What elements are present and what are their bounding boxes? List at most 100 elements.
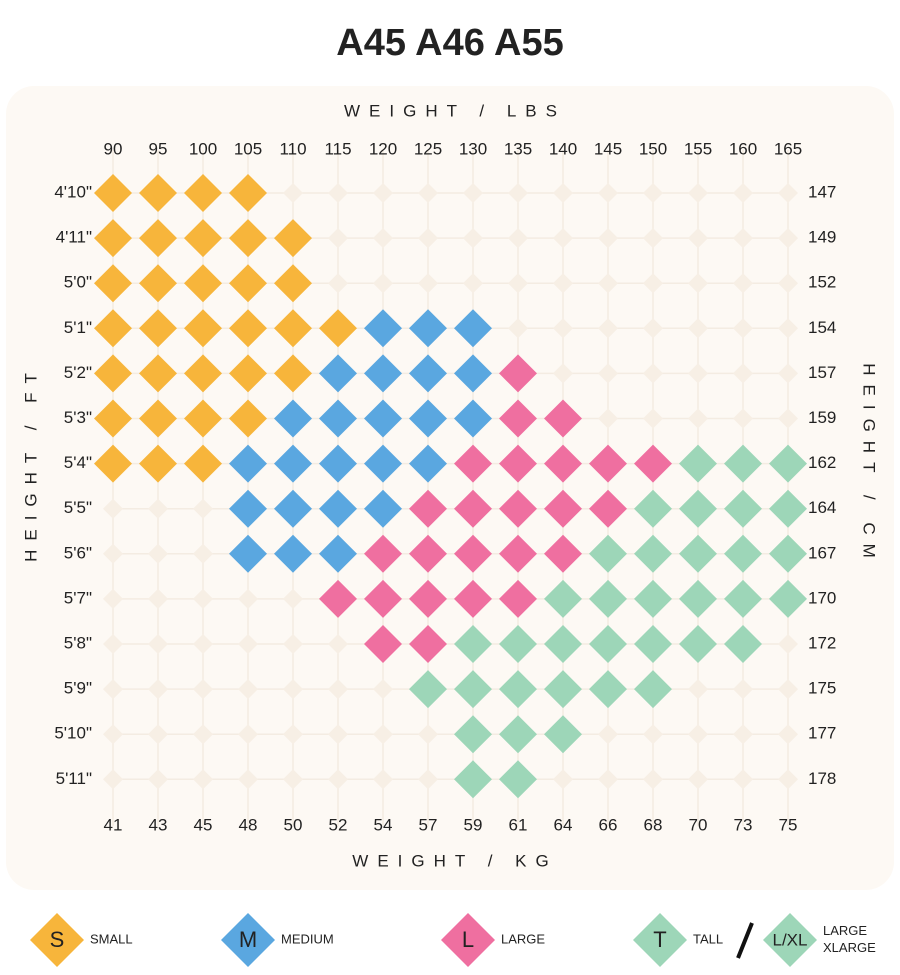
empty-cell bbox=[598, 769, 618, 790]
size-cell bbox=[499, 489, 537, 528]
kg-label: 68 bbox=[644, 815, 663, 834]
ft-label: 5'2" bbox=[64, 363, 92, 382]
lbs-label: 165 bbox=[774, 139, 802, 158]
legend-swatch bbox=[441, 913, 495, 967]
empty-cell bbox=[778, 183, 798, 203]
empty-cell bbox=[463, 228, 483, 249]
kg-label: 64 bbox=[554, 815, 573, 834]
empty-cell bbox=[148, 724, 168, 745]
size-cell bbox=[364, 625, 402, 663]
size-cell bbox=[94, 174, 132, 212]
size-cell bbox=[724, 489, 762, 528]
empty-cell bbox=[643, 318, 663, 339]
empty-cell bbox=[643, 724, 663, 745]
empty-cell bbox=[418, 769, 438, 790]
bottom-axis-label: WEIGHT / KG bbox=[352, 851, 557, 870]
kg-label: 66 bbox=[599, 815, 618, 834]
lbs-label: 135 bbox=[504, 139, 532, 158]
kg-label: 45 bbox=[194, 815, 213, 834]
size-cell bbox=[229, 399, 267, 438]
size-cell bbox=[364, 444, 402, 483]
empty-cell bbox=[688, 408, 708, 429]
empty-cell bbox=[193, 634, 213, 654]
size-cell bbox=[454, 399, 492, 438]
empty-cell bbox=[373, 228, 393, 249]
empty-cell bbox=[778, 679, 798, 700]
size-cell bbox=[94, 444, 132, 483]
legend-label: LARGE bbox=[823, 923, 867, 938]
empty-cell bbox=[643, 183, 663, 203]
legend-swatch bbox=[30, 913, 84, 967]
size-cell bbox=[139, 264, 177, 303]
empty-cell bbox=[733, 273, 753, 294]
size-cell bbox=[544, 670, 582, 709]
empty-cell bbox=[148, 588, 168, 609]
cm-label: 178 bbox=[808, 769, 836, 788]
size-cell bbox=[364, 309, 402, 348]
lbs-label: 140 bbox=[549, 139, 577, 158]
size-cell bbox=[454, 444, 492, 483]
size-cell bbox=[499, 579, 537, 618]
size-cell bbox=[139, 354, 177, 393]
kg-label: 41 bbox=[104, 815, 123, 834]
empty-cell bbox=[688, 363, 708, 384]
empty-cell bbox=[148, 769, 168, 790]
empty-cell bbox=[688, 273, 708, 294]
empty-cell bbox=[283, 634, 303, 654]
lbs-label: 105 bbox=[234, 139, 262, 158]
size-cell bbox=[274, 444, 312, 483]
size-cell bbox=[454, 309, 492, 348]
size-cell bbox=[184, 219, 222, 258]
size-cell bbox=[724, 579, 762, 618]
cm-label: 159 bbox=[808, 408, 836, 427]
size-cell bbox=[229, 354, 267, 393]
empty-cell bbox=[733, 769, 753, 790]
empty-cell bbox=[148, 543, 168, 564]
size-cell bbox=[454, 670, 492, 709]
size-cell bbox=[589, 670, 627, 709]
size-cell bbox=[499, 399, 537, 438]
size-cell bbox=[409, 354, 447, 393]
size-cell bbox=[364, 354, 402, 393]
size-cell bbox=[409, 444, 447, 483]
size-cell bbox=[139, 444, 177, 483]
lbs-label: 160 bbox=[729, 139, 757, 158]
legend-label: LARGE bbox=[501, 931, 545, 946]
size-cell bbox=[94, 219, 132, 258]
empty-cell bbox=[283, 724, 303, 745]
kg-label: 52 bbox=[329, 815, 348, 834]
empty-cell bbox=[778, 228, 798, 249]
empty-cell bbox=[193, 543, 213, 564]
empty-cell bbox=[103, 724, 123, 745]
size-cell bbox=[229, 489, 267, 528]
empty-cell bbox=[283, 183, 303, 203]
empty-cell bbox=[688, 318, 708, 339]
empty-cell bbox=[508, 228, 528, 249]
size-cell bbox=[499, 625, 537, 663]
kg-label: 61 bbox=[509, 815, 528, 834]
empty-cell bbox=[373, 724, 393, 745]
empty-cell bbox=[598, 724, 618, 745]
empty-cell bbox=[373, 273, 393, 294]
size-cell bbox=[454, 354, 492, 393]
size-cell bbox=[454, 760, 492, 799]
empty-cell bbox=[103, 679, 123, 700]
size-cell bbox=[274, 264, 312, 303]
lbs-label: 95 bbox=[149, 139, 168, 158]
empty-cell bbox=[733, 228, 753, 249]
size-cell bbox=[184, 264, 222, 303]
empty-cell bbox=[283, 588, 303, 609]
legend-label: XLARGE bbox=[823, 940, 876, 955]
lbs-label: 115 bbox=[324, 139, 351, 158]
size-cell bbox=[634, 534, 672, 573]
empty-cell bbox=[328, 769, 348, 790]
ft-label: 5'7" bbox=[64, 588, 92, 607]
empty-cell bbox=[553, 769, 573, 790]
size-cell bbox=[139, 309, 177, 348]
cm-label: 162 bbox=[808, 453, 836, 472]
size-cell bbox=[274, 489, 312, 528]
lbs-label: 145 bbox=[594, 139, 622, 158]
size-cell bbox=[724, 625, 762, 663]
kg-label: 48 bbox=[239, 815, 258, 834]
empty-cell bbox=[643, 769, 663, 790]
